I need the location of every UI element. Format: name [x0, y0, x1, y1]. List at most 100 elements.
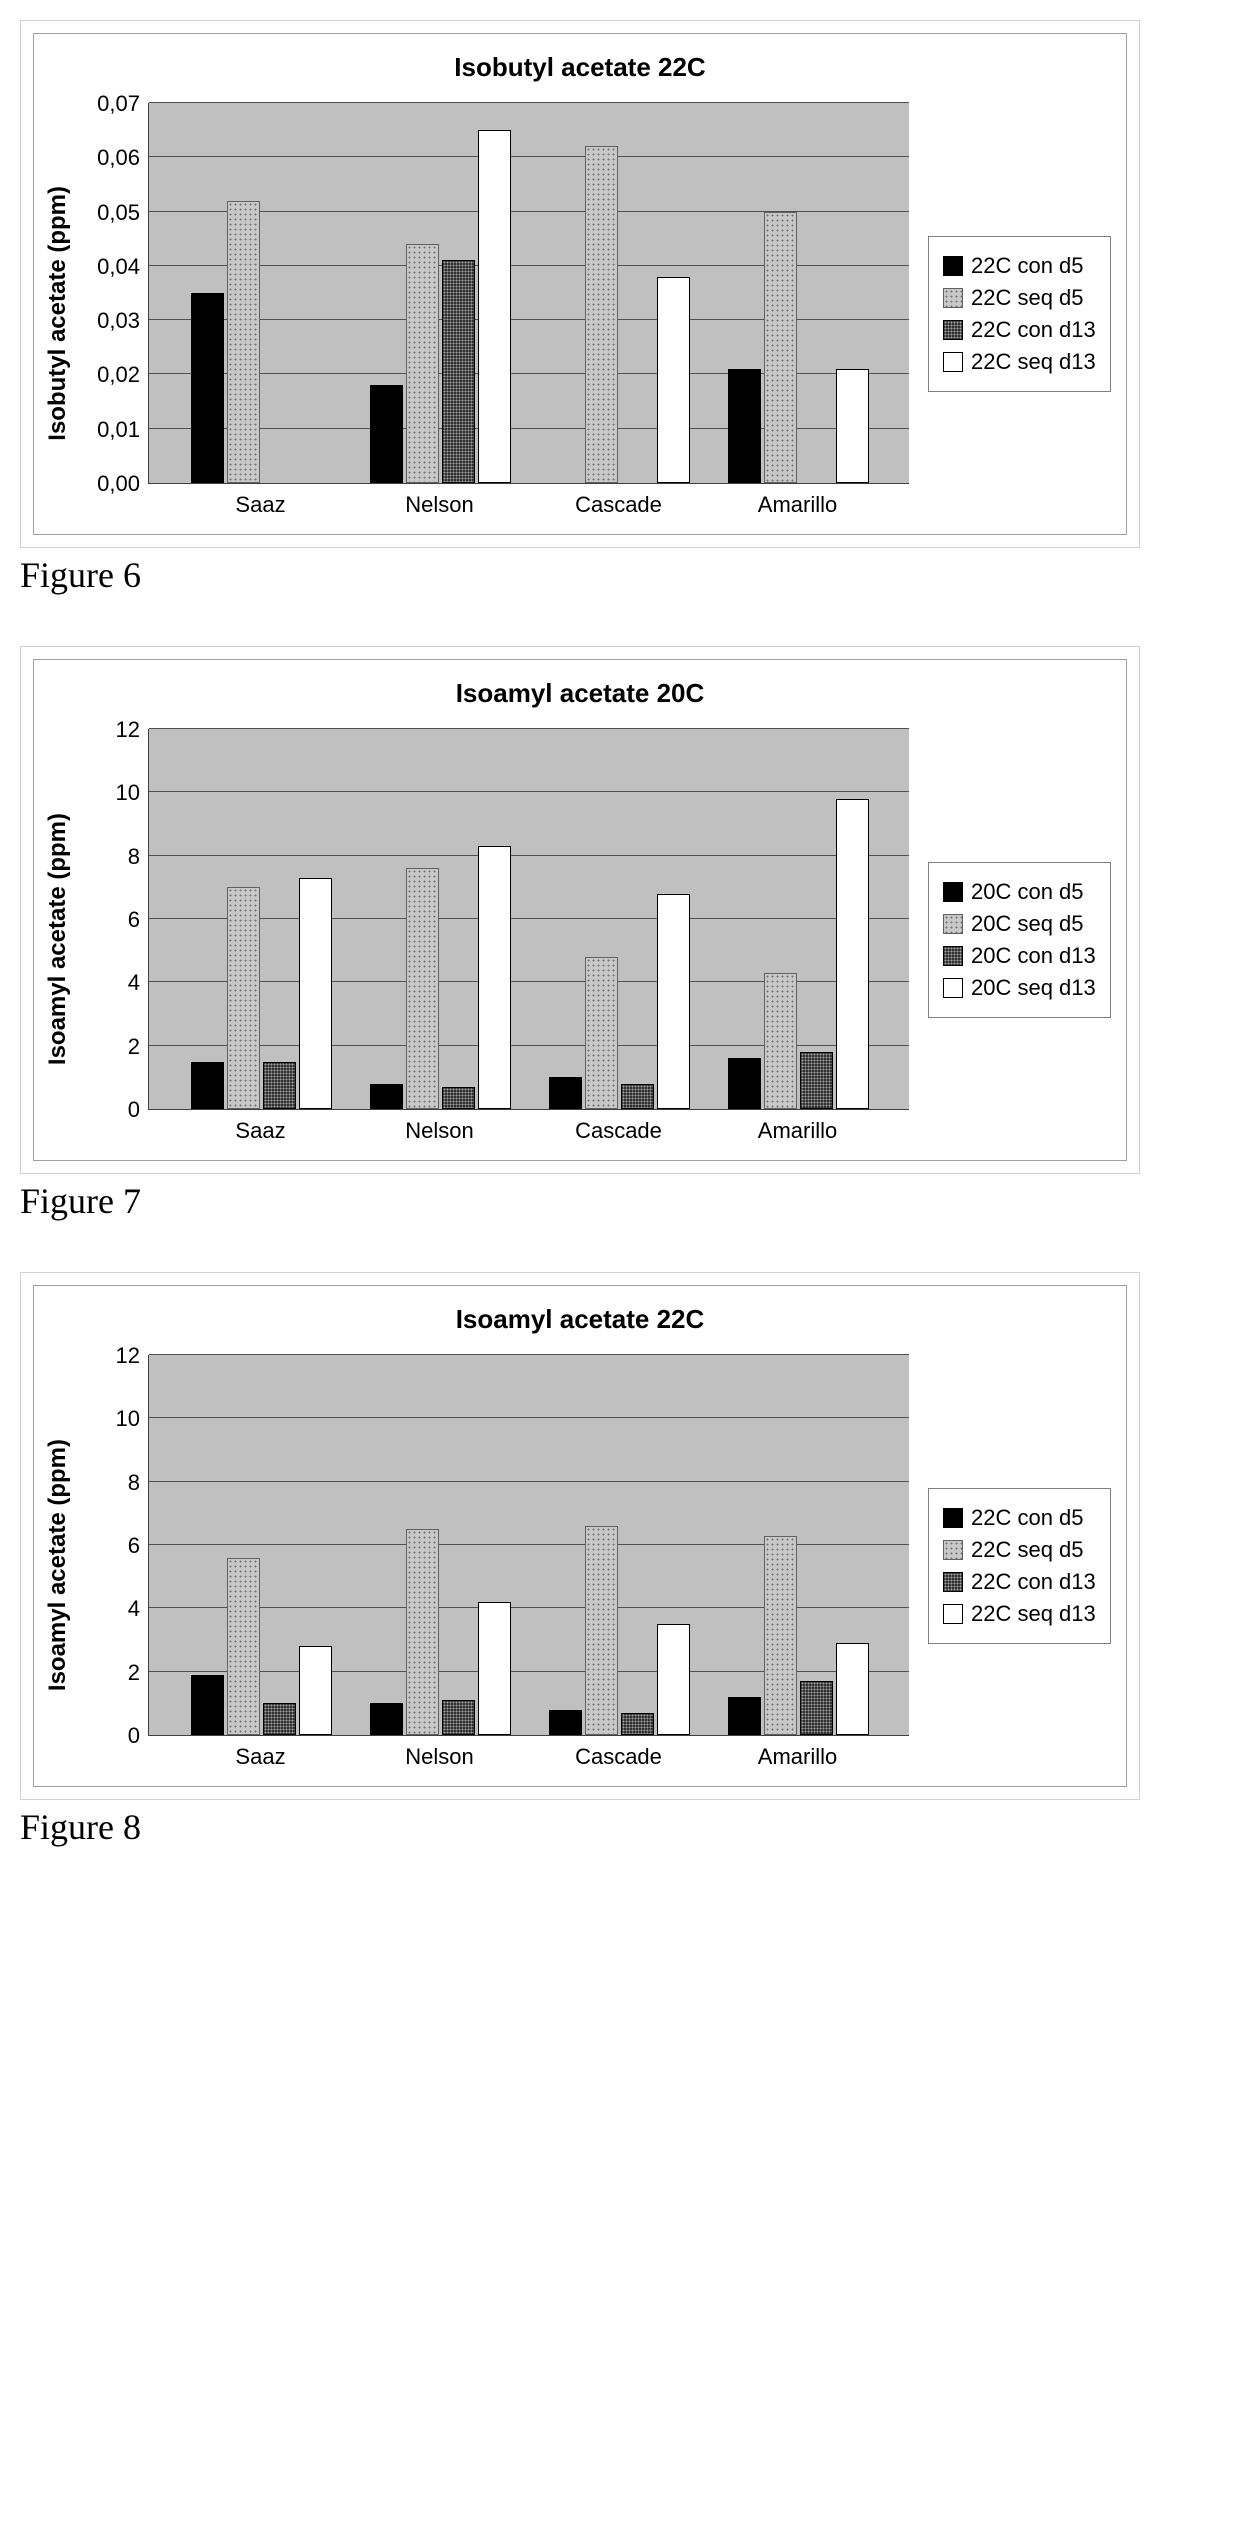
plot-with-legend: 024681012SaazNelsonCascadeAmarillo20C co…: [78, 729, 1116, 1150]
legend-swatch: [943, 1540, 963, 1560]
y-tick-label: 8: [128, 1470, 140, 1496]
bar: [227, 1558, 260, 1735]
legend-swatch: [943, 946, 963, 966]
legend-label: 22C con d13: [971, 1569, 1096, 1595]
chart-body: Isoamyl acetate (ppm)024681012SaazNelson…: [44, 1355, 1116, 1776]
bar: [836, 799, 869, 1109]
plot: [148, 1355, 909, 1736]
gridline: [149, 102, 909, 103]
figure-caption: Figure 6: [20, 554, 1220, 596]
x-tick-label: Nelson: [405, 492, 473, 518]
legend-swatch: [943, 1508, 963, 1528]
bar: [585, 146, 618, 483]
chart-title: Isoamyl acetate 20C: [44, 678, 1116, 709]
y-tick-label: 10: [116, 780, 140, 806]
legend-swatch: [943, 320, 963, 340]
bar: [442, 1087, 475, 1109]
y-tick-label: 6: [128, 1533, 140, 1559]
legend-item: 20C con d13: [943, 943, 1096, 969]
bar: [442, 1700, 475, 1735]
y-axis-label: Isoamyl acetate (ppm): [44, 813, 72, 1065]
bar: [657, 277, 690, 483]
bar: [800, 1681, 833, 1735]
y-tick-label: 0,04: [97, 254, 140, 280]
y-tick-label: 8: [128, 844, 140, 870]
chart-outer: Isoamyl acetate 20C Isoamyl acetate (ppm)…: [20, 646, 1140, 1174]
bar: [764, 973, 797, 1109]
legend-item: 22C seq d5: [943, 1537, 1096, 1563]
legend-item: 22C seq d13: [943, 349, 1096, 375]
y-tick-label: 4: [128, 970, 140, 996]
y-axis-label: Isoamyl acetate (ppm): [44, 1439, 72, 1691]
bar: [728, 1058, 761, 1109]
legend-label: 22C seq d13: [971, 349, 1096, 375]
gridline: [149, 1417, 909, 1418]
x-tick-label: Saaz: [235, 1744, 285, 1770]
bar: [621, 1084, 654, 1109]
chart-outer: Isobutyl acetate 22CIsobutyl acetate (pp…: [20, 20, 1140, 548]
legend-swatch: [943, 978, 963, 998]
legend: 22C con d5 22C seq d5 22C con d13 22C seq d…: [928, 236, 1111, 392]
legend-item: 22C con d5: [943, 253, 1096, 279]
legend-swatch: [943, 288, 963, 308]
bar: [442, 260, 475, 483]
x-tick-label: Amarillo: [758, 492, 837, 518]
bar: [549, 1710, 582, 1735]
chart-title: Isobutyl acetate 22C: [44, 52, 1116, 83]
bar: [728, 369, 761, 483]
legend-label: 20C con d13: [971, 943, 1096, 969]
legend-swatch: [943, 352, 963, 372]
legend-item: 22C con d13: [943, 317, 1096, 343]
x-axis: SaazNelsonCascadeAmarillo: [148, 484, 908, 524]
legend: 20C con d520C seq d520C con d1320C seq d…: [928, 862, 1111, 1018]
bar: [406, 868, 439, 1109]
plot-area: 0,000,010,020,030,040,050,060,07: [148, 103, 908, 484]
bar: [406, 1529, 439, 1735]
chart-inner: Isoamyl acetate 22C Isoamyl acetate (ppm)…: [33, 1285, 1127, 1787]
legend-label: 20C con d5: [971, 879, 1084, 905]
bar: [191, 1675, 224, 1735]
legend: 22C con d522C seq d522C con d1322C seq d…: [928, 1488, 1111, 1644]
legend-label: 22C seq d5: [971, 1537, 1084, 1563]
x-tick-label: Cascade: [575, 1118, 662, 1144]
legend-item: 22C con d13: [943, 1569, 1096, 1595]
gridline: [149, 918, 909, 919]
bar: [299, 878, 332, 1109]
legend-label: 22C con d5: [971, 253, 1084, 279]
legend-item: 22C seq d13: [943, 1601, 1096, 1627]
y-tick-label: 0,06: [97, 145, 140, 171]
legend-item: 22C seq d5: [943, 285, 1096, 311]
bar: [585, 957, 618, 1109]
gridline: [149, 791, 909, 792]
bar: [478, 130, 511, 483]
y-axis: 024681012: [78, 729, 148, 1110]
plot-with-legend: 0,000,010,020,030,040,050,060,07SaazNels…: [78, 103, 1116, 524]
figure-caption: Figure 7: [20, 1180, 1220, 1222]
figure-block: Isoamyl acetate 20C Isoamyl acetate (ppm)…: [20, 646, 1220, 1222]
legend-swatch: [943, 256, 963, 276]
chart-body: Isoamyl acetate (ppm)024681012SaazNelson…: [44, 729, 1116, 1150]
bar: [478, 846, 511, 1109]
gridline: [149, 1354, 909, 1355]
plot-column: 0,000,010,020,030,040,050,060,07SaazNels…: [148, 103, 908, 524]
legend-label: 20C seq d5: [971, 911, 1084, 937]
legend-item: 20C con d5: [943, 879, 1096, 905]
bar: [585, 1526, 618, 1735]
legend-swatch: [943, 882, 963, 902]
legend-label: 22C seq d5: [971, 285, 1084, 311]
plot-area: 024681012: [148, 729, 908, 1110]
y-tick-label: 0: [128, 1723, 140, 1749]
chart-outer: Isoamyl acetate 22C Isoamyl acetate (ppm)…: [20, 1272, 1140, 1800]
y-tick-label: 12: [116, 717, 140, 743]
bar: [406, 244, 439, 483]
bar: [836, 369, 869, 483]
y-tick-label: 6: [128, 907, 140, 933]
chart-title: Isoamyl acetate 22C: [44, 1304, 1116, 1335]
bar: [227, 887, 260, 1109]
bar: [370, 1703, 403, 1735]
bar: [191, 293, 224, 483]
bar: [478, 1602, 511, 1735]
x-tick-label: Nelson: [405, 1118, 473, 1144]
bar: [764, 212, 797, 483]
y-tick-label: 12: [116, 1343, 140, 1369]
